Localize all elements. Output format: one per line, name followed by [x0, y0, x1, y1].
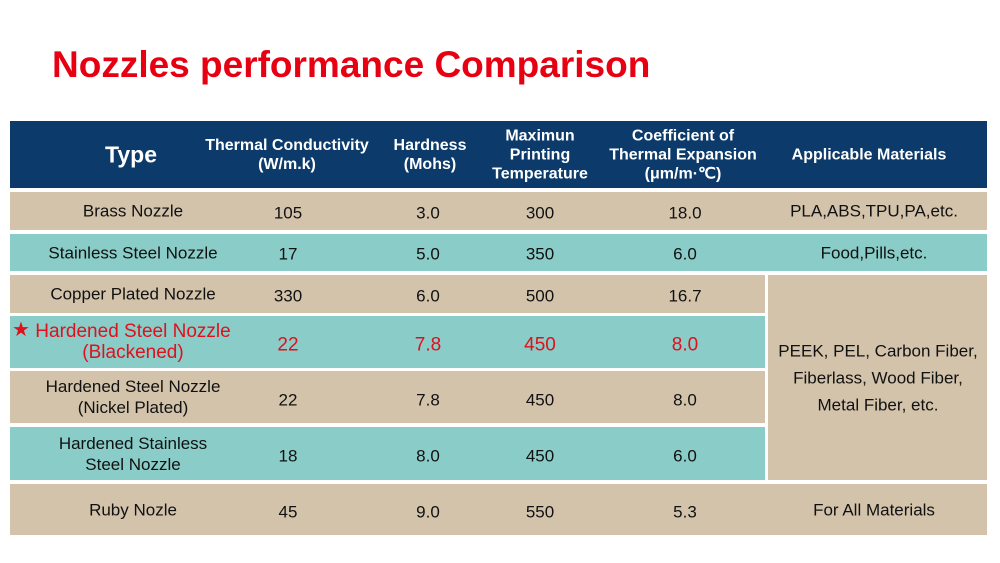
cell-tc: 45	[278, 502, 298, 522]
header-type: Type	[105, 141, 157, 167]
header-max-temp: Maximun Printing Temperature	[492, 127, 588, 182]
cell-tc: 17	[278, 244, 298, 264]
cell-temp: 300	[525, 203, 555, 223]
cell-type: Ruby Nozle	[89, 500, 177, 519]
cell-coeff: 5.3	[673, 502, 697, 522]
cell-tc: 22	[278, 390, 298, 410]
cell-tc: 18	[278, 446, 298, 466]
cell-materials: For All Materials	[813, 500, 935, 519]
table-row: Hardened Stainless Steel Nozzle 18 8.0 450 6…	[10, 427, 765, 480]
cell-materials: PLA,ABS,TPU,PA,etc.	[790, 201, 958, 221]
cell-hardness: 6.0	[416, 286, 440, 306]
cell-hardness: 8.0	[416, 446, 440, 466]
cell-temp: 350	[525, 244, 555, 264]
cell-tc: 22	[277, 334, 299, 356]
cell-hardness: 9.0	[416, 502, 440, 522]
cell-hardness: 7.8	[416, 390, 440, 410]
cell-coeff: 8.0	[673, 390, 697, 410]
cell-temp: 550	[525, 502, 555, 522]
cell-hardness: 5.0	[416, 244, 440, 264]
cell-temp: 450	[525, 446, 555, 466]
header-materials: Applicable Materials	[791, 146, 947, 163]
cell-type: Hardened Steel Nozzle (Nickel Plated)	[45, 377, 221, 417]
cell-coeff: 6.0	[673, 446, 697, 466]
merged-materials-cell: PEEK, PEL, Carbon Fiber, Fiberlass, Wood…	[768, 275, 987, 480]
table-row: Stainless Steel Nozzle 17 5.0 350 6.0 Food,Pi…	[10, 234, 987, 271]
cell-coeff: 6.0	[673, 244, 697, 264]
cell-coeff: 18.0	[668, 203, 702, 223]
header-coefficient: Coefficient of Thermal Expansion (μm/m·℃…	[609, 127, 757, 182]
header-hardness: Hardness (Mohs)	[393, 136, 467, 173]
star-icon: ★	[12, 319, 30, 341]
table-header: Type Thermal Conductivity (W/m.k) Hardne…	[10, 121, 987, 188]
cell-temp: 450	[525, 390, 555, 410]
merged-materials: PEEK, PEL, Carbon Fiber, Fiberlass, Wood…	[778, 341, 978, 414]
cell-coeff: 16.7	[668, 286, 702, 306]
cell-materials: Food,Pills,etc.	[820, 243, 928, 262]
table-row: Brass Nozzle 105 3.0 300 18.0 PLA,ABS,TPU,PA,…	[10, 192, 987, 230]
cell-tc: 330	[273, 286, 303, 306]
table-row: Hardened Steel Nozzle (Blackened) 22 7.8 45…	[10, 316, 765, 368]
cell-coeff: 8.0	[671, 334, 699, 356]
cell-temp: 500	[525, 286, 555, 306]
table-row: Hardened Steel Nozzle (Nickel Plated) 22 7…	[10, 371, 765, 423]
cell-type: Hardened Stainless Steel Nozzle	[58, 433, 208, 474]
cell-type: Copper Plated Nozzle	[50, 284, 216, 304]
cell-temp: 450	[524, 334, 556, 356]
table-row: Ruby Nozle 45 9.0 550 5.3 For All Materials	[10, 484, 987, 535]
cell-hardness: 7.8	[414, 334, 442, 356]
cell-type: Stainless Steel Nozzle	[48, 243, 218, 262]
header-thermal-conductivity: Thermal Conductivity (W/m.k)	[205, 136, 369, 173]
page-title: Nozzles performance Comparison	[52, 44, 651, 85]
table-row: Copper Plated Nozzle 330 6.0 500 16.7	[10, 275, 765, 313]
cell-hardness: 3.0	[416, 203, 440, 223]
cell-type: Hardened Steel Nozzle (Blackened)	[35, 321, 231, 363]
cell-type: Brass Nozzle	[82, 201, 184, 221]
cell-tc: 105	[273, 203, 303, 223]
